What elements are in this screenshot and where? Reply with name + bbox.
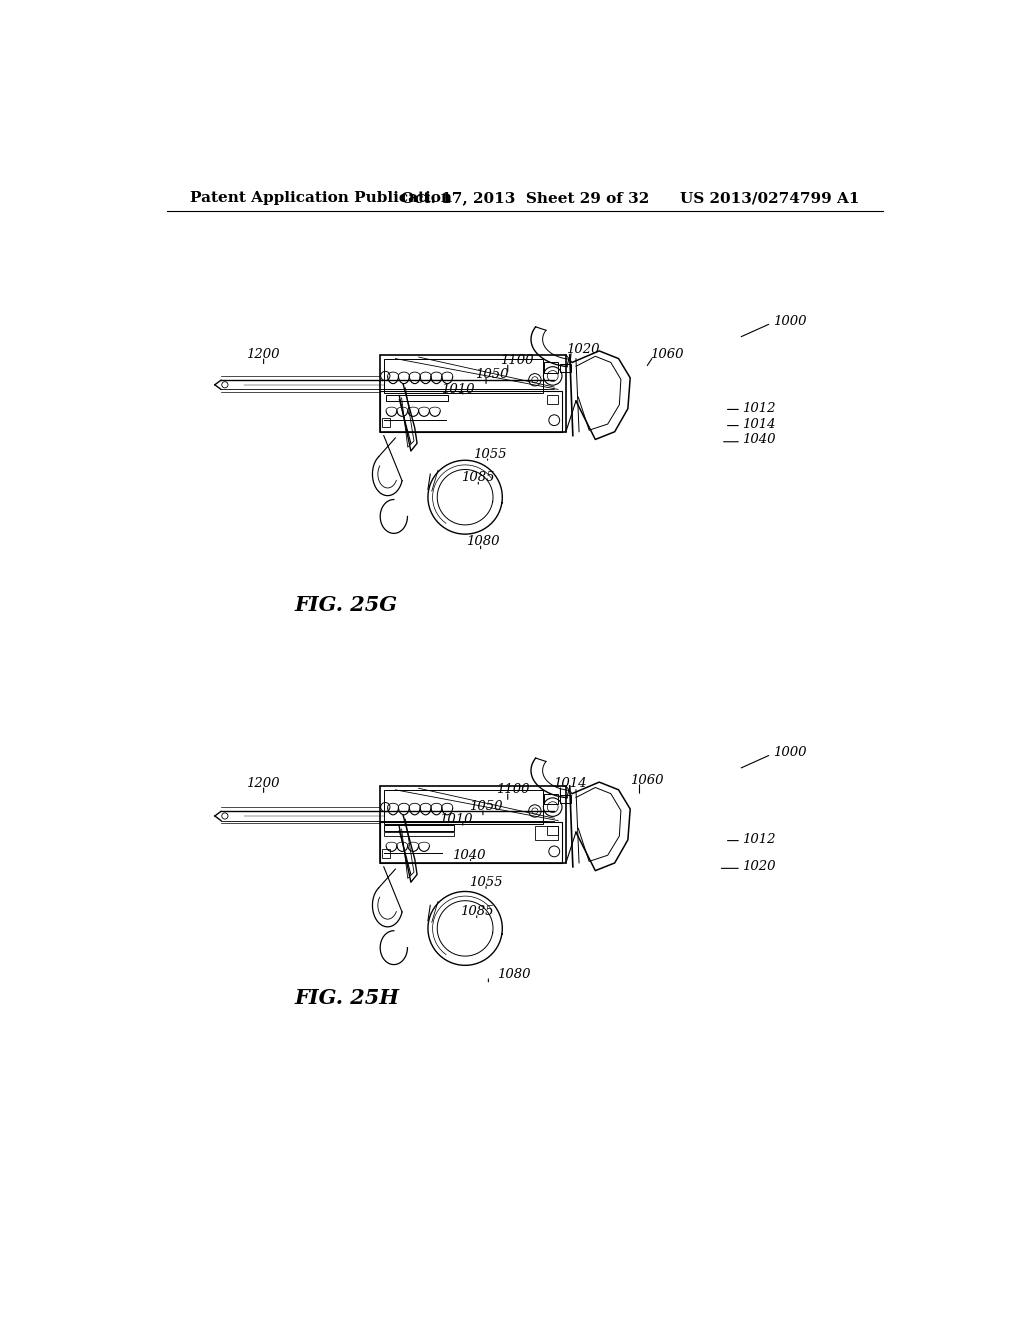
Text: 1014: 1014 [742, 417, 776, 430]
Text: 1055: 1055 [469, 875, 503, 888]
Bar [386, 395, 449, 401]
Text: 1085: 1085 [461, 471, 495, 484]
Text: 1012: 1012 [742, 833, 776, 846]
Text: 1060: 1060 [630, 774, 664, 787]
Text: 1080: 1080 [466, 536, 500, 548]
Bar [547, 826, 558, 836]
Text: FIG. 25H: FIG. 25H [295, 987, 399, 1007]
Text: 1014: 1014 [553, 777, 586, 791]
Text: US 2013/0274799 A1: US 2013/0274799 A1 [680, 191, 859, 206]
Text: 1080: 1080 [497, 968, 530, 981]
Text: 1000: 1000 [773, 315, 806, 329]
Text: 1100: 1100 [496, 783, 529, 796]
Bar [380, 391, 562, 432]
Text: FIG. 25G: FIG. 25G [295, 595, 397, 615]
Bar [382, 849, 390, 858]
Bar [384, 359, 543, 393]
Bar [535, 826, 558, 840]
Text: 1000: 1000 [773, 746, 806, 759]
Bar [380, 785, 566, 863]
Text: 1012: 1012 [742, 403, 776, 416]
Bar [560, 364, 570, 372]
Text: 1055: 1055 [473, 449, 507, 462]
Text: 1010: 1010 [441, 383, 474, 396]
Text: 1020: 1020 [742, 861, 776, 874]
Text: 1010: 1010 [439, 813, 473, 825]
Bar [380, 822, 562, 863]
Text: Oct. 17, 2013  Sheet 29 of 32: Oct. 17, 2013 Sheet 29 of 32 [400, 191, 649, 206]
Bar [560, 795, 570, 803]
Text: 1100: 1100 [500, 354, 534, 367]
Text: 1040: 1040 [742, 433, 776, 446]
Text: 1200: 1200 [247, 348, 281, 362]
Bar [384, 832, 454, 836]
Bar [384, 825, 454, 830]
Text: 1060: 1060 [650, 348, 684, 362]
Bar [380, 355, 566, 432]
Text: 1050: 1050 [475, 367, 509, 380]
Bar [547, 395, 558, 404]
Text: 1050: 1050 [469, 800, 503, 813]
Bar [384, 789, 543, 825]
Text: 1040: 1040 [452, 849, 485, 862]
Text: Patent Application Publication: Patent Application Publication [190, 191, 452, 206]
Bar [544, 363, 558, 374]
Bar [382, 418, 390, 428]
Bar [544, 793, 558, 804]
Text: 1020: 1020 [566, 343, 599, 356]
Text: 1085: 1085 [460, 906, 494, 917]
Text: 1200: 1200 [247, 777, 281, 791]
